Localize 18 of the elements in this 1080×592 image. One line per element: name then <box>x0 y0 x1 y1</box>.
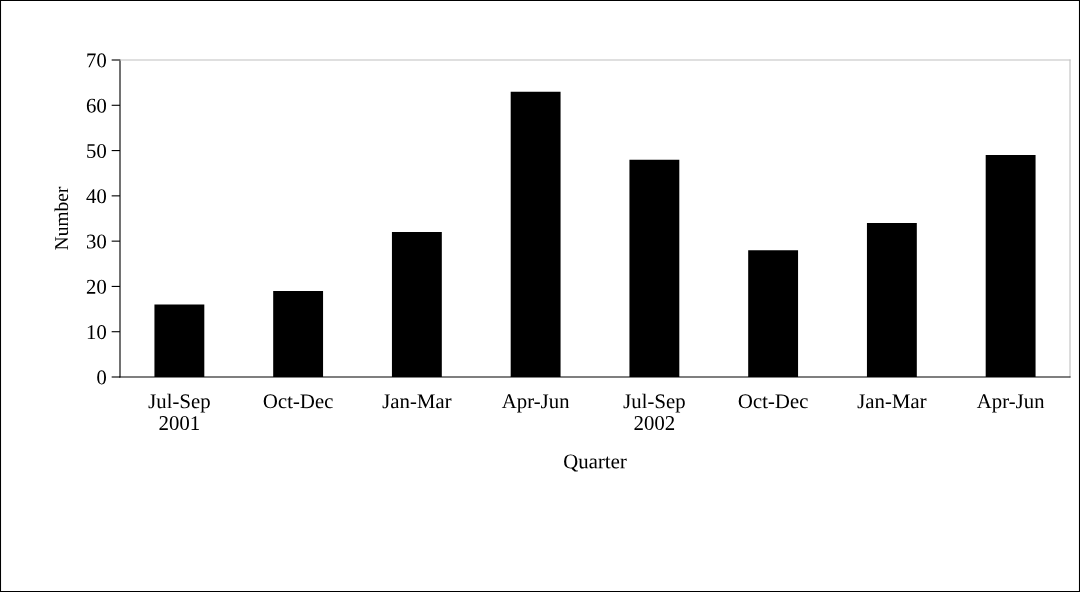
y-tick-label: 60 <box>86 98 107 113</box>
y-tick-label: 0 <box>97 370 107 385</box>
x-axis-title: Quarter <box>564 454 627 472</box>
x-tick-label: Jul-Sep 2001 <box>148 393 210 431</box>
x-tick-label: Apr-Jun <box>976 394 1045 413</box>
y-axis-title: Number <box>54 186 69 250</box>
x-tick-label: Jan-Mar <box>382 394 452 409</box>
x-tick-label: Jul-Sep 2002 <box>623 393 685 431</box>
y-tick-label: 40 <box>86 189 107 204</box>
x-tick-label: Oct-Dec <box>263 394 333 409</box>
x-tick-label: Apr-Jun <box>501 394 570 413</box>
y-tick-label: 20 <box>86 279 107 294</box>
y-tick-label: 70 <box>87 53 107 68</box>
y-tick-label: 50 <box>87 143 107 158</box>
y-tick-label: 10 <box>87 325 107 340</box>
x-tick-label: Oct-Dec <box>738 394 808 409</box>
y-tick-label: 30 <box>86 234 107 249</box>
x-tick-label: Jan-Mar <box>857 394 927 409</box>
